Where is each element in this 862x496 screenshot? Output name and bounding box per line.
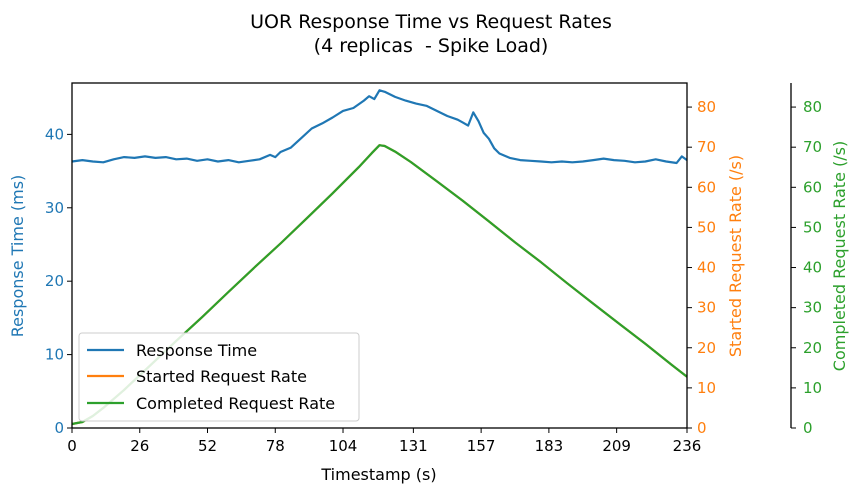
right2-axis-label: Completed Request Rate (/s) [830, 141, 849, 371]
right2-tick-label: 20 [803, 339, 822, 357]
x-tick-label: 183 [535, 437, 564, 455]
x-tick-label: 104 [329, 437, 358, 455]
right1-tick-label: 80 [697, 98, 716, 116]
x-tick-label: 236 [673, 437, 702, 455]
right1-tick-label: 70 [697, 138, 716, 156]
x-tick-label: 26 [130, 437, 149, 455]
legend-label-response-time: Response Time [136, 341, 257, 360]
legend-label-started-rate: Started Request Rate [136, 367, 307, 386]
right1-tick-label: 60 [697, 178, 716, 196]
legend: Response Time Started Request Rate Compl… [78, 332, 360, 422]
left-tick-label: 20 [45, 272, 64, 290]
right2-tick-label: 60 [803, 178, 822, 196]
left-tick-label: 0 [54, 419, 64, 437]
right2-tick-label: 30 [803, 299, 822, 317]
x-tick-label: 78 [266, 437, 285, 455]
x-tick-label: 131 [399, 437, 428, 455]
x-tick-label: 0 [67, 437, 77, 455]
x-axis-label: Timestamp (s) [320, 465, 436, 484]
right2-tick-label: 0 [803, 419, 813, 437]
left-axis-label: Response Time (ms) [8, 175, 27, 338]
chart-subtitle: (4 replicas - Spike Load) [314, 35, 549, 57]
left-tick-label: 10 [45, 346, 64, 364]
right1-tick-label: 0 [697, 419, 707, 437]
right2-tick-label: 10 [803, 379, 822, 397]
right1-axis-label: Started Request Rate (/s) [726, 155, 745, 357]
x-tick-label: 52 [198, 437, 217, 455]
chart-title: UOR Response Time vs Request Rates [250, 11, 612, 33]
legend-box [78, 332, 360, 422]
x-tick-label: 157 [467, 437, 496, 455]
x-tick-label: 209 [602, 437, 631, 455]
right1-tick-label: 20 [697, 339, 716, 357]
right1-tick-label: 30 [697, 299, 716, 317]
series-line-response-time [71, 89, 688, 165]
right2-tick-label: 50 [803, 218, 822, 236]
right1-tick-label: 50 [697, 218, 716, 236]
legend-label-completed-rate: Completed Request Rate [136, 394, 335, 413]
left-tick-label: 40 [45, 125, 64, 143]
right2-tick-label: 80 [803, 98, 822, 116]
right2-tick-label: 70 [803, 138, 822, 156]
right1-tick-label: 40 [697, 259, 716, 277]
left-tick-label: 30 [45, 199, 64, 217]
plot-frame [71, 82, 688, 429]
right2-tick-label: 40 [803, 259, 822, 277]
right1-tick-label: 10 [697, 379, 716, 397]
